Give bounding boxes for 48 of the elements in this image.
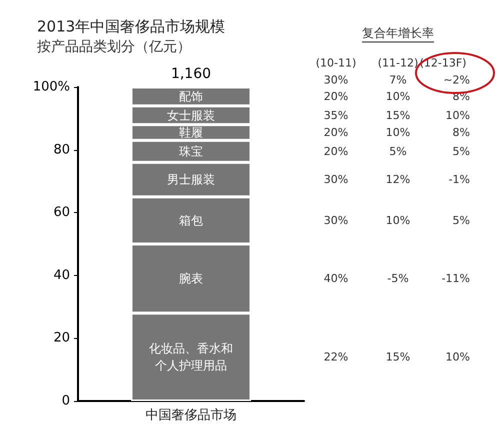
text: 10%: [446, 108, 470, 122]
y-tick-label: 100%: [32, 80, 70, 94]
text: 10%: [446, 350, 470, 364]
text: 30%: [324, 74, 348, 86]
text: 15%: [386, 350, 410, 364]
text: -11%: [442, 272, 470, 286]
text: 1,160: [170, 66, 212, 82]
text: 5%: [452, 144, 470, 158]
series-label: 珠宝: [179, 144, 203, 158]
text: 22%: [324, 350, 348, 364]
text: 10%: [386, 126, 410, 140]
text: -5%: [387, 272, 409, 286]
text: 20%: [324, 90, 348, 103]
text: 30%: [324, 214, 348, 227]
series-label: 配饰: [179, 89, 203, 104]
series-label: 化妆品、香水和个人护理用品: [149, 342, 233, 373]
text: 40%: [324, 272, 348, 286]
y-tick-label: 40: [53, 268, 70, 283]
text: 12%: [386, 173, 410, 186]
y-tick-label: 20: [53, 330, 70, 346]
series-label: 女士服装: [167, 108, 215, 122]
text: 8%: [452, 126, 470, 140]
text: 10%: [386, 90, 410, 103]
chart-subtitle: 按产品品类划分（亿元）: [37, 39, 191, 55]
text: 15%: [386, 108, 410, 122]
text: 35%: [324, 108, 348, 122]
text: ~2%: [443, 74, 470, 86]
text: (12-13F): [420, 56, 466, 70]
text: 复合年增长率: [362, 26, 434, 40]
text: 5%: [389, 144, 407, 158]
text: (11-12): [378, 56, 418, 70]
text: 7%: [389, 74, 407, 86]
text: 5%: [452, 214, 470, 227]
series-label: 箱包: [179, 213, 203, 228]
chart-title: 2013年中国奢侈品市场规模: [37, 18, 226, 36]
series-label: 鞋履: [179, 126, 203, 140]
text: (10-11): [316, 56, 356, 70]
series-label: 腕表: [179, 272, 203, 286]
text: 20%: [324, 144, 348, 158]
text: 20%: [324, 126, 348, 140]
y-tick-label: 60: [53, 205, 70, 220]
text: 30%: [324, 173, 348, 186]
series-label: 男士服装: [167, 172, 215, 187]
y-tick-label: 80: [53, 142, 70, 158]
y-tick-label: 0: [62, 394, 70, 408]
x-tick-label: 中国奢侈品市场: [146, 408, 236, 423]
text: -1%: [448, 173, 470, 186]
text: 10%: [386, 214, 410, 227]
